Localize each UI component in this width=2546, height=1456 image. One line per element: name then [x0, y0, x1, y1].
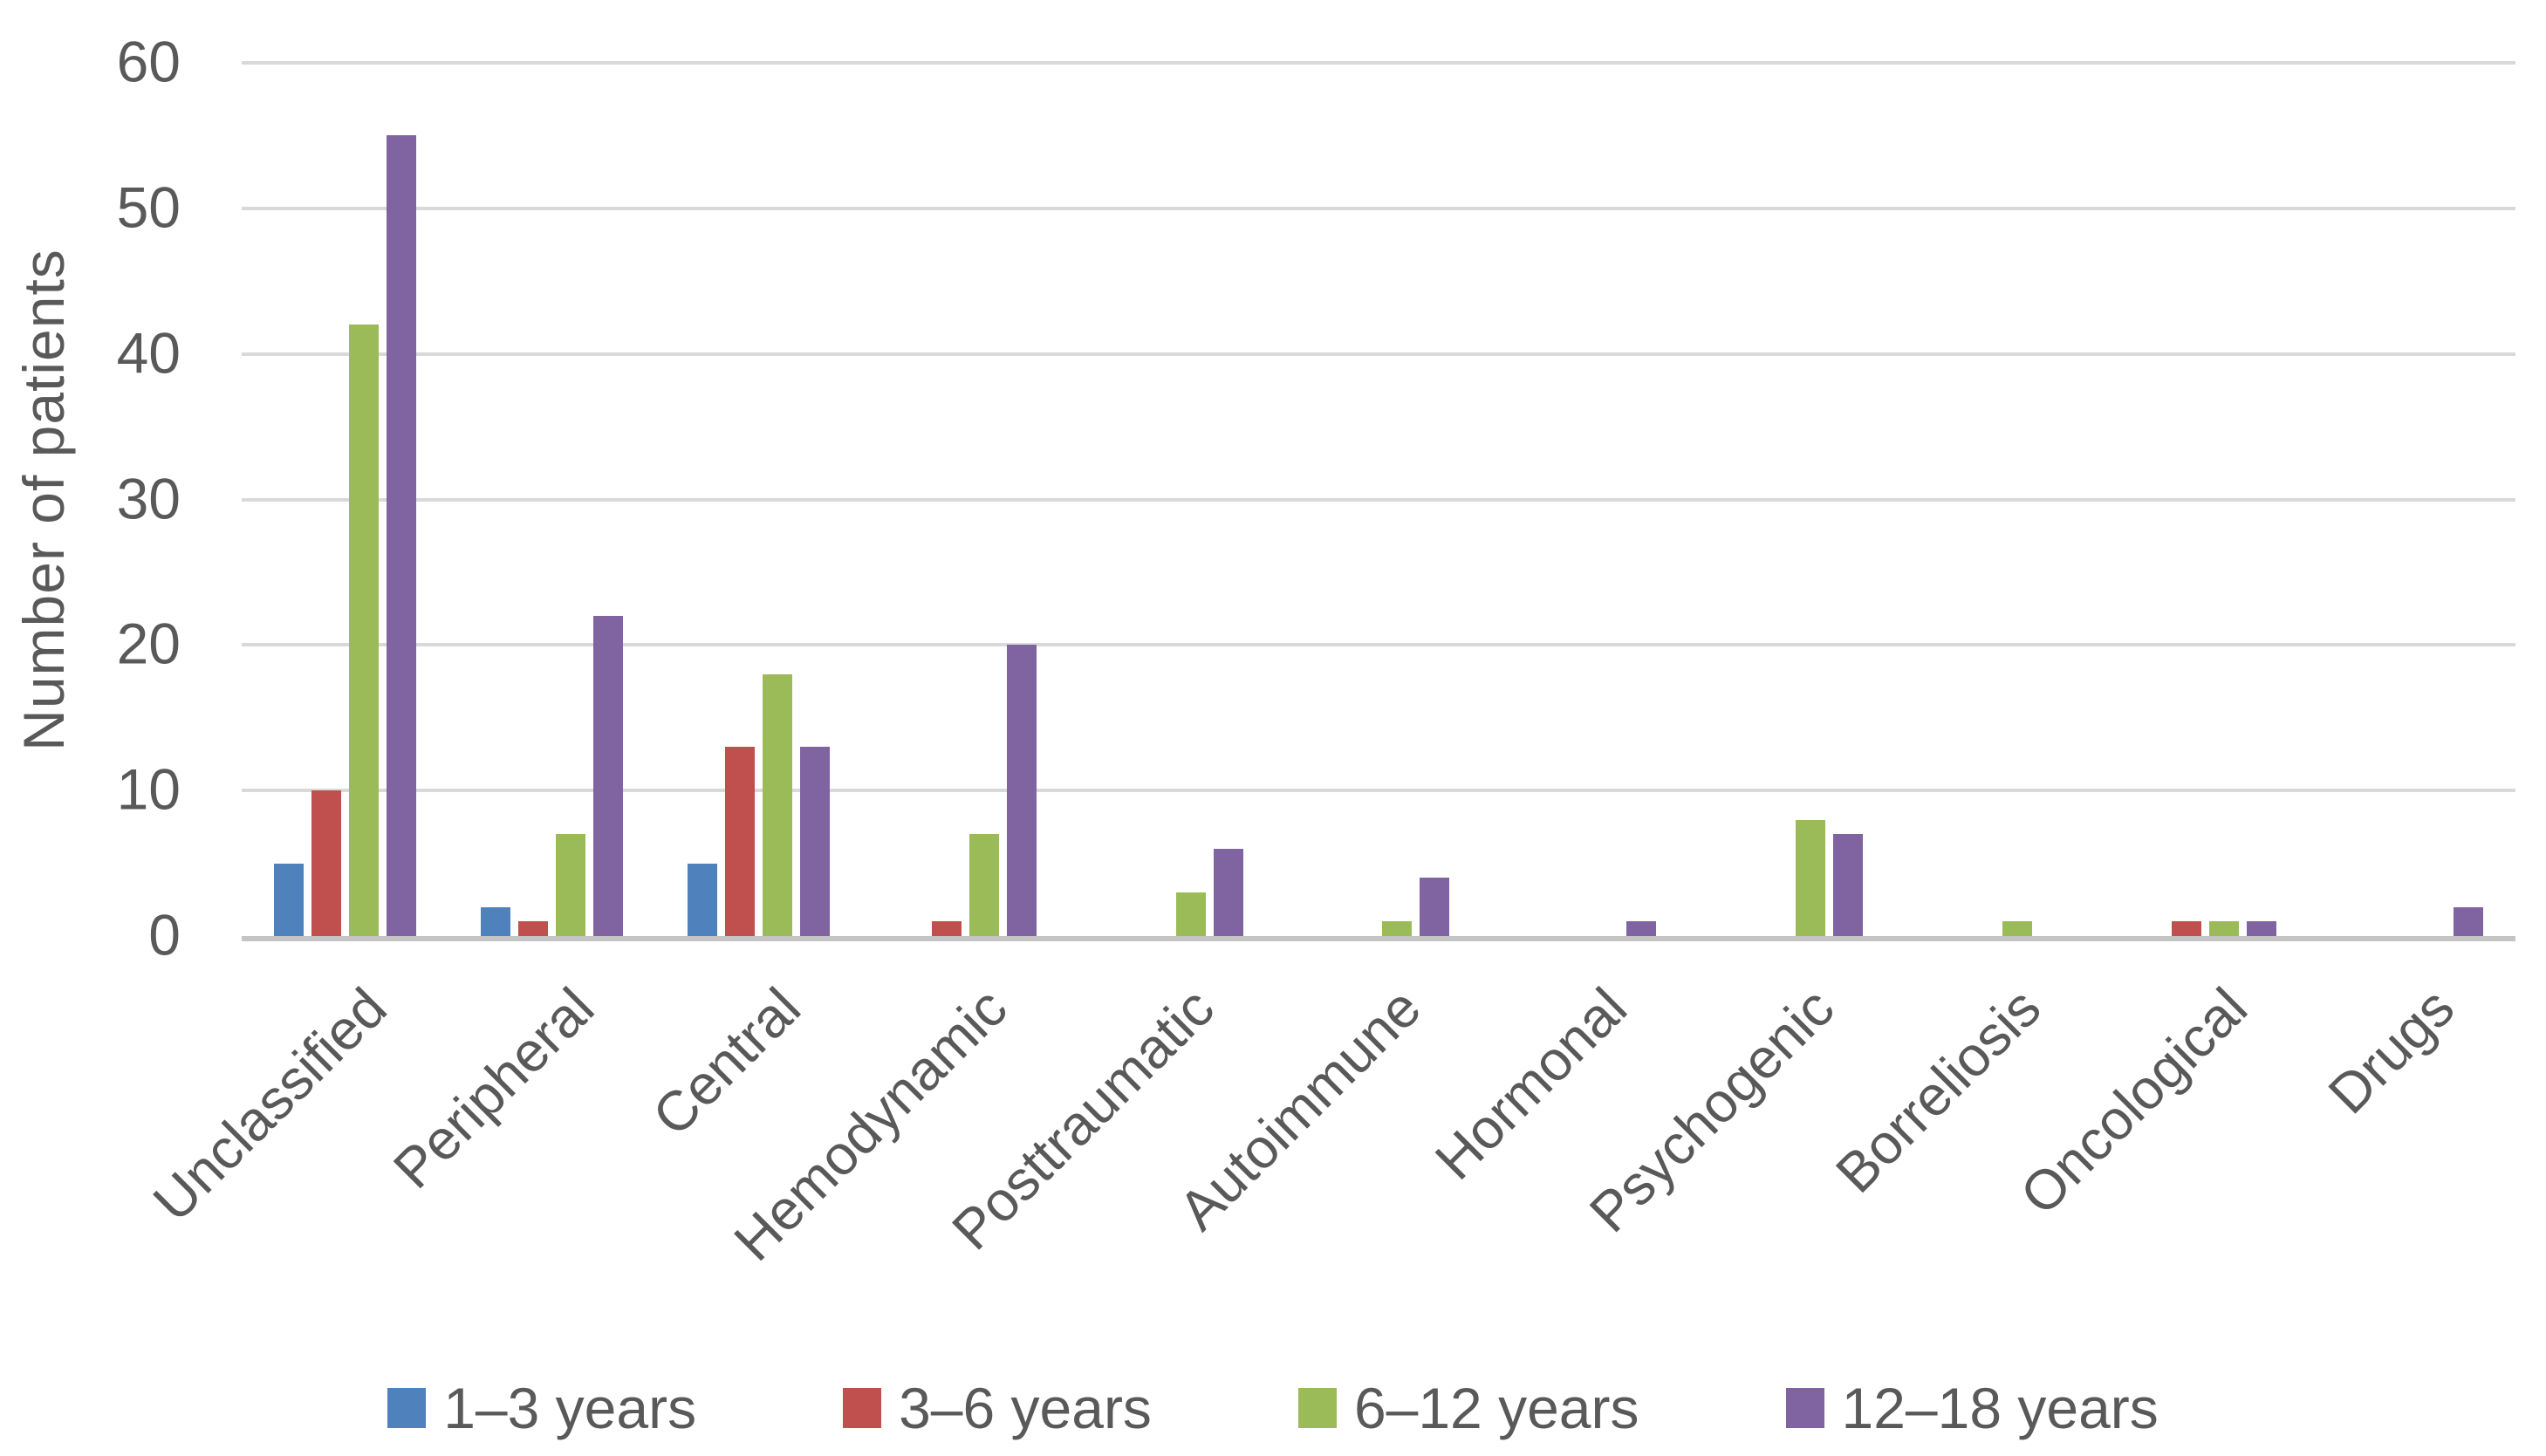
bar	[555, 834, 585, 936]
bar	[1006, 645, 1037, 936]
plot-area	[242, 61, 2515, 941]
bar	[1382, 921, 1413, 936]
legend-label: 6–12 years	[1353, 1376, 1639, 1440]
bar	[2172, 921, 2202, 936]
bar	[931, 921, 962, 936]
legend-item: 12–18 years	[1785, 1375, 2159, 1441]
bar-group	[242, 63, 448, 936]
legend-item: 6–12 years	[1297, 1375, 1639, 1441]
x-category-label: Drugs	[2316, 975, 2467, 1126]
legend-label: 12–18 years	[1841, 1376, 2159, 1440]
y-tick-label: 20	[116, 611, 181, 676]
x-category-label: Unclassified	[141, 975, 400, 1234]
bar	[1626, 921, 1657, 936]
bar	[799, 747, 830, 936]
bar-group	[655, 63, 862, 936]
bar	[1796, 819, 1826, 936]
gridline	[242, 352, 2515, 356]
bar	[1833, 834, 1864, 936]
bar-group	[2309, 63, 2515, 936]
y-tick-label: 10	[116, 756, 181, 822]
bar	[2247, 921, 2277, 936]
y-tick-label: 60	[116, 29, 181, 94]
bar-group	[1688, 63, 1895, 936]
bar	[762, 673, 792, 936]
gridline	[242, 643, 2515, 647]
y-tick-label: 0	[148, 902, 181, 967]
bar	[348, 325, 379, 936]
legend-label: 3–6 years	[899, 1376, 1152, 1440]
bar	[2454, 906, 2484, 936]
legend-label: 1–3 years	[443, 1376, 697, 1440]
bar	[968, 834, 999, 936]
bar	[1420, 878, 1450, 936]
y-tick-label: 50	[116, 174, 181, 240]
bar	[687, 863, 717, 936]
legend-swatch	[1297, 1388, 1337, 1428]
bar	[517, 921, 548, 936]
y-axis-title: Number of patients	[11, 248, 76, 751]
legend-item: 3–6 years	[843, 1375, 1152, 1441]
bar-group	[2102, 63, 2309, 936]
bar	[1175, 892, 1206, 936]
gridline	[242, 497, 2515, 502]
x-category-label: Peripheral	[380, 975, 606, 1200]
bar-group	[1895, 63, 2102, 936]
bar	[592, 615, 623, 936]
gridline	[242, 61, 2515, 65]
y-tick-label: 40	[116, 320, 181, 386]
bar-group	[1482, 63, 1688, 936]
gridline	[242, 789, 2515, 793]
legend-item: 1–3 years	[387, 1375, 696, 1441]
bar-group	[448, 63, 655, 936]
gridline	[242, 206, 2515, 210]
legend-swatch	[843, 1388, 882, 1428]
bar	[273, 863, 304, 936]
legend-swatch	[387, 1388, 427, 1428]
bar	[1213, 848, 1243, 936]
bar	[311, 790, 341, 936]
bar	[2209, 921, 2240, 936]
bar-group	[1276, 63, 1482, 936]
y-tick-label: 30	[116, 465, 181, 530]
y-axis-title-wrap: Number of patients	[9, 63, 79, 936]
legend-swatch	[1785, 1388, 1824, 1428]
bar-group	[1069, 63, 1276, 936]
bar	[386, 135, 416, 936]
x-axis-line	[242, 936, 2515, 941]
bar	[2002, 921, 2033, 936]
x-category-label: Hormonal	[1423, 975, 1639, 1192]
bar-group	[862, 63, 1069, 936]
legend: 1–3 years 3–6 years 6–12 years 12–18 years	[0, 1375, 2546, 1441]
bar	[480, 906, 510, 936]
x-category-label: Central	[640, 975, 812, 1148]
bar	[724, 747, 755, 936]
